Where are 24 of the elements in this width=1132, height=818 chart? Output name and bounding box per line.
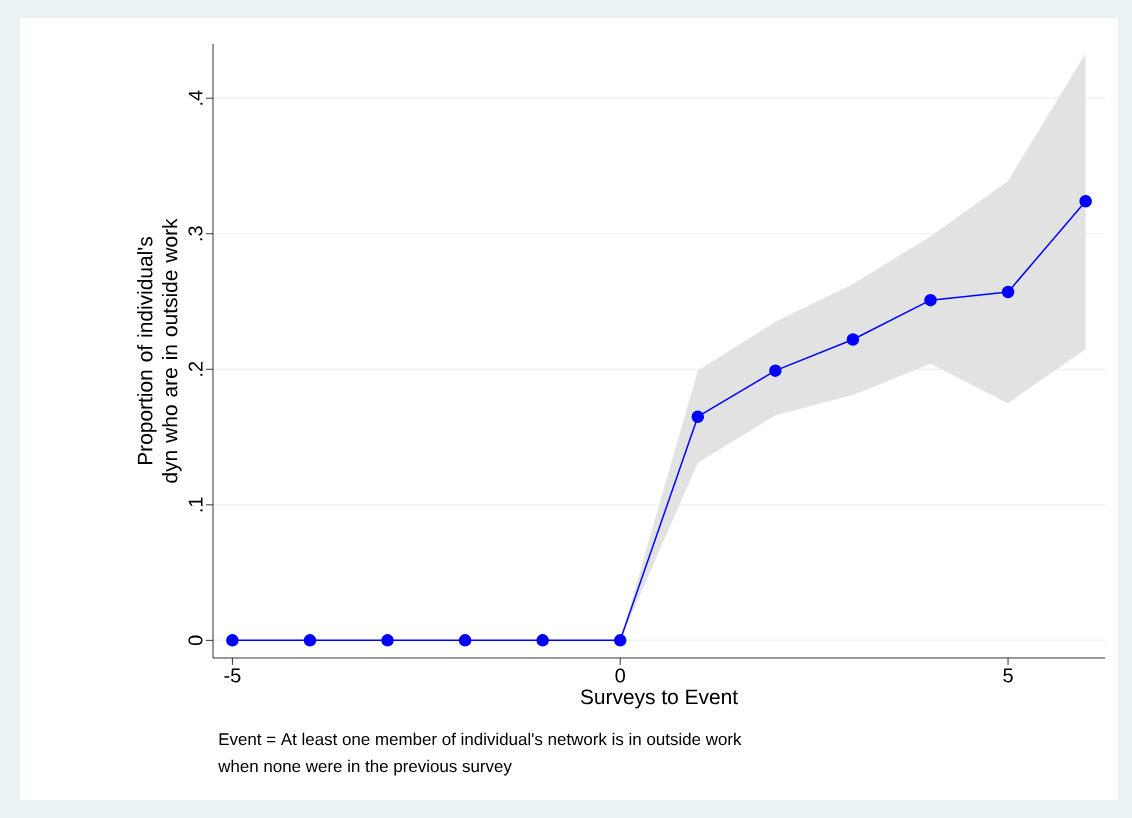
point — [226, 634, 239, 647]
x-tick-label: 0 — [615, 668, 625, 683]
text: when none were in the previous survey — [218, 759, 512, 776]
point — [924, 293, 937, 307]
y-tick-label: .4 — [188, 90, 203, 105]
point — [303, 634, 317, 647]
point — [613, 634, 627, 647]
y-axis-title: Proportion of individual's dyn who are in outside work — [137, 218, 182, 483]
point — [536, 634, 549, 647]
y-tick-label: .2 — [188, 361, 203, 376]
point — [846, 333, 860, 346]
x-tick-label: 5 — [1003, 668, 1013, 683]
point — [381, 634, 394, 647]
text: Event = At least one member of individual's network is in outside work — [219, 732, 742, 746]
y-tick-label: .1 — [188, 497, 203, 512]
point — [769, 364, 782, 377]
point — [1001, 285, 1015, 299]
point — [458, 634, 472, 647]
x-axis-title: Surveys to Event — [580, 689, 738, 709]
y-tick-label: 0 — [188, 635, 203, 646]
x-tick-label: -5 — [224, 668, 241, 683]
point — [1079, 194, 1092, 208]
point — [691, 410, 705, 423]
y-tick-label: .3 — [188, 226, 203, 241]
